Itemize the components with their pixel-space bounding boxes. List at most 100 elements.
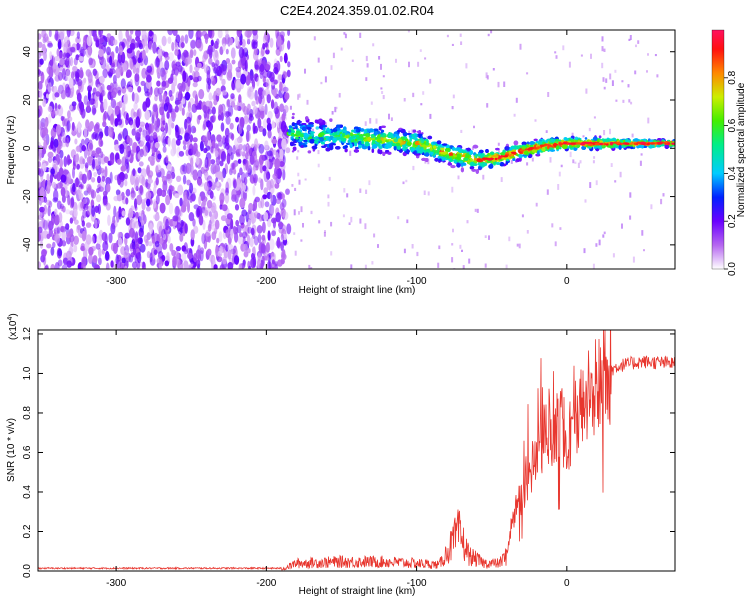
speckle xyxy=(589,182,592,188)
noise-blob xyxy=(226,145,233,157)
noise-blob xyxy=(50,140,54,149)
noise-blob xyxy=(211,231,217,241)
noise-blob xyxy=(214,219,220,230)
noise-blob xyxy=(39,186,45,198)
speckle xyxy=(346,193,349,198)
noise-blob xyxy=(73,57,78,66)
noise-blob xyxy=(86,100,91,112)
noise-blob xyxy=(254,60,259,70)
noise-blob xyxy=(80,243,86,251)
noise-blob xyxy=(257,87,264,97)
noise-blob xyxy=(243,250,249,258)
noise-blob xyxy=(175,34,181,44)
noise-blob xyxy=(202,219,206,231)
noise-blob xyxy=(58,58,65,66)
noise-blob xyxy=(114,105,121,115)
noise-blob xyxy=(258,200,263,209)
noise-blob xyxy=(268,238,275,251)
noise-blob xyxy=(192,82,198,88)
noise-blob xyxy=(274,158,281,170)
noise-blob xyxy=(131,261,138,269)
noise-blob xyxy=(153,199,157,209)
noise-blob xyxy=(285,188,290,195)
noise-blob xyxy=(254,196,260,203)
noise-blob xyxy=(58,212,63,223)
noise-blob xyxy=(131,128,136,136)
speckle xyxy=(424,159,427,164)
noise-blob xyxy=(256,76,260,87)
noise-blob xyxy=(167,136,171,147)
speckle xyxy=(324,230,326,233)
noise-blob xyxy=(133,102,138,110)
noise-blob xyxy=(125,188,131,197)
speckle xyxy=(378,56,381,60)
noise-blob xyxy=(141,176,146,186)
noise-blob xyxy=(165,194,171,206)
speckle xyxy=(595,243,598,247)
noise-blob xyxy=(146,251,151,259)
speckle xyxy=(412,165,415,171)
speckle xyxy=(318,220,321,224)
speckle xyxy=(330,221,333,227)
noise-blob xyxy=(168,124,172,136)
noise-blob xyxy=(100,57,107,70)
noise-blob xyxy=(277,122,281,128)
speckle xyxy=(640,153,643,156)
noise-blob xyxy=(97,203,101,215)
noise-blob xyxy=(235,66,242,73)
noise-blob xyxy=(87,45,93,56)
noise-blob xyxy=(233,225,237,235)
noise-blob xyxy=(38,52,41,59)
noise-blob xyxy=(175,129,180,139)
noise-blob xyxy=(282,211,289,220)
noise-blob xyxy=(113,205,117,218)
speckle xyxy=(438,245,441,250)
noise-blob xyxy=(216,181,220,187)
speckle xyxy=(601,36,604,42)
noise-blob xyxy=(267,219,272,228)
noise-blob xyxy=(141,67,147,79)
noise-blob xyxy=(77,78,83,87)
noise-blob xyxy=(39,70,43,77)
noise-blob xyxy=(135,116,141,128)
noise-blob xyxy=(283,105,289,113)
noise-blob xyxy=(45,264,49,269)
noise-blob xyxy=(272,89,277,97)
noise-blob xyxy=(197,62,202,69)
noise-blob xyxy=(260,197,265,209)
noise-blob xyxy=(262,90,267,96)
noise-blob xyxy=(222,167,227,179)
noise-blob xyxy=(96,235,103,245)
noise-blob xyxy=(241,171,246,184)
noise-blob xyxy=(165,122,168,134)
noise-blob xyxy=(38,41,43,48)
speckle xyxy=(609,128,611,135)
noise-blob xyxy=(197,263,201,269)
noise-blob xyxy=(88,57,93,66)
noise-blob xyxy=(121,51,126,64)
noise-blob xyxy=(134,231,139,243)
noise-blob xyxy=(48,113,52,124)
noise-blob xyxy=(152,111,157,117)
speckle xyxy=(371,261,374,265)
noise-blob xyxy=(239,167,243,176)
speckle xyxy=(377,244,379,248)
noise-blob xyxy=(92,107,97,115)
noise-blob xyxy=(219,245,223,255)
noise-blob xyxy=(109,82,114,93)
noise-blob xyxy=(51,181,57,189)
noise-blob xyxy=(38,232,42,242)
noise-blob xyxy=(103,110,108,120)
speckle xyxy=(402,181,405,185)
noise-blob xyxy=(182,174,187,185)
speckle xyxy=(422,91,425,95)
noise-blob xyxy=(271,230,276,237)
noise-blob xyxy=(253,46,258,56)
speckle xyxy=(461,249,463,252)
noise-blob xyxy=(144,34,148,47)
speckle xyxy=(372,43,375,47)
noise-blob xyxy=(135,30,141,38)
noise-blob xyxy=(93,123,100,134)
noise-blob xyxy=(38,69,41,75)
noise-blob xyxy=(61,68,66,80)
